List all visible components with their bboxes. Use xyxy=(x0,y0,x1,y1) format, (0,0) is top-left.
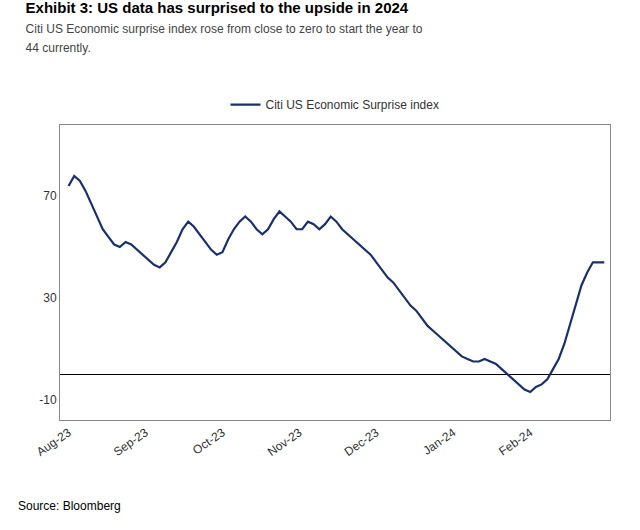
svg-text:Dec-23: Dec-23 xyxy=(342,425,382,459)
svg-text:Oct-23: Oct-23 xyxy=(190,425,228,457)
svg-text:Sep-23: Sep-23 xyxy=(111,425,151,459)
svg-text:Nov-23: Nov-23 xyxy=(265,425,305,459)
svg-text:Aug-23: Aug-23 xyxy=(34,425,74,459)
svg-text:30: 30 xyxy=(43,291,57,305)
svg-text:Citi US Economic Surprise inde: Citi US Economic Surprise index xyxy=(266,98,439,112)
svg-text:-10: -10 xyxy=(39,393,57,407)
svg-text:Exhibit 3: US data has surpris: Exhibit 3: US data has surprised to the … xyxy=(26,0,423,55)
svg-text:70: 70 xyxy=(43,189,57,203)
svg-text:Source: Bloomberg: Source: Bloomberg xyxy=(18,499,121,513)
svg-text:Feb-24: Feb-24 xyxy=(496,425,535,458)
svg-text:Jan-24: Jan-24 xyxy=(420,425,458,458)
